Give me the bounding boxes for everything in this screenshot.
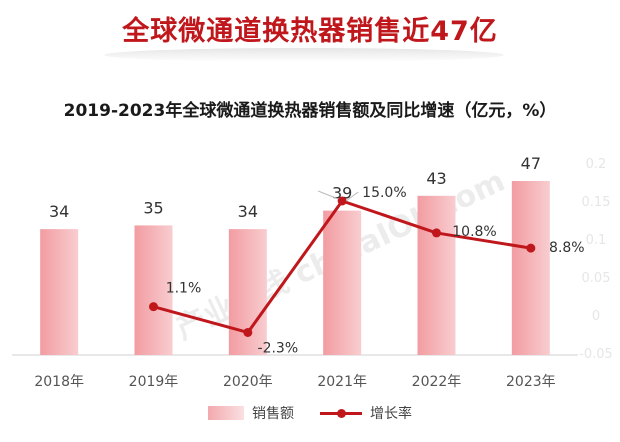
y2-tick-label: 0.2 bbox=[586, 157, 607, 172]
legend-bar-swatch bbox=[208, 406, 244, 420]
x-tick-label: 2022年 bbox=[412, 374, 462, 390]
bar-value-label: 35 bbox=[143, 198, 163, 217]
legend: 销售额 增长率 bbox=[0, 403, 620, 423]
bar bbox=[323, 210, 362, 355]
growth-value-label: 8.8% bbox=[549, 240, 585, 256]
y2-tick-label: 0.05 bbox=[582, 271, 611, 286]
growth-point bbox=[243, 327, 253, 337]
bar-value-label: 34 bbox=[238, 202, 258, 221]
growth-value-label: 15.0% bbox=[362, 185, 406, 201]
bar-value-label: 34 bbox=[49, 202, 69, 221]
y2-tick-label: 0.15 bbox=[582, 195, 611, 210]
bar bbox=[511, 181, 550, 355]
legend-item-sales: 销售额 bbox=[208, 403, 294, 423]
growth-value-label: 1.1% bbox=[166, 281, 202, 297]
y2-tick-label: -0.05 bbox=[579, 347, 613, 362]
bar-label-leader bbox=[317, 190, 339, 200]
banner-shadow bbox=[104, 48, 504, 62]
banner: 全球微通道换热器销售近47亿 bbox=[86, 6, 534, 50]
x-tick-label: 2023年 bbox=[506, 374, 556, 390]
y2-tick-label: 0.1 bbox=[586, 233, 607, 248]
chart-title: 2019-2023年全球微通道换热器销售额及同比增速（亿元，%） bbox=[63, 101, 557, 121]
y2-tick-label: 0 bbox=[592, 309, 600, 324]
banner-title: 全球微通道换热器销售近47亿 bbox=[122, 15, 498, 47]
x-tick-label: 2020年 bbox=[223, 374, 273, 390]
legend-line-label: 增长率 bbox=[370, 406, 412, 422]
bar-value-label: 39 bbox=[332, 184, 352, 203]
legend-bar-label: 销售额 bbox=[252, 406, 294, 422]
legend-line-swatch bbox=[320, 406, 362, 420]
legend-item-growth: 增长率 bbox=[320, 403, 412, 423]
growth-point bbox=[432, 228, 441, 238]
growth-point bbox=[526, 243, 536, 253]
bar-value-label: 47 bbox=[521, 154, 541, 173]
x-tick-label: 2019年 bbox=[129, 374, 179, 390]
growth-point bbox=[149, 302, 158, 312]
bar bbox=[134, 225, 173, 355]
bar bbox=[40, 229, 79, 355]
growth-point bbox=[337, 196, 347, 206]
bar-value-label: 43 bbox=[426, 169, 446, 188]
growth-value-label: 10.8% bbox=[452, 224, 496, 240]
growth-label-leader bbox=[345, 191, 359, 202]
x-tick-label: 2021年 bbox=[317, 374, 367, 390]
x-tick-label: 2018年 bbox=[34, 374, 84, 390]
growth-value-label: -2.3% bbox=[258, 340, 299, 356]
bar bbox=[417, 195, 456, 355]
